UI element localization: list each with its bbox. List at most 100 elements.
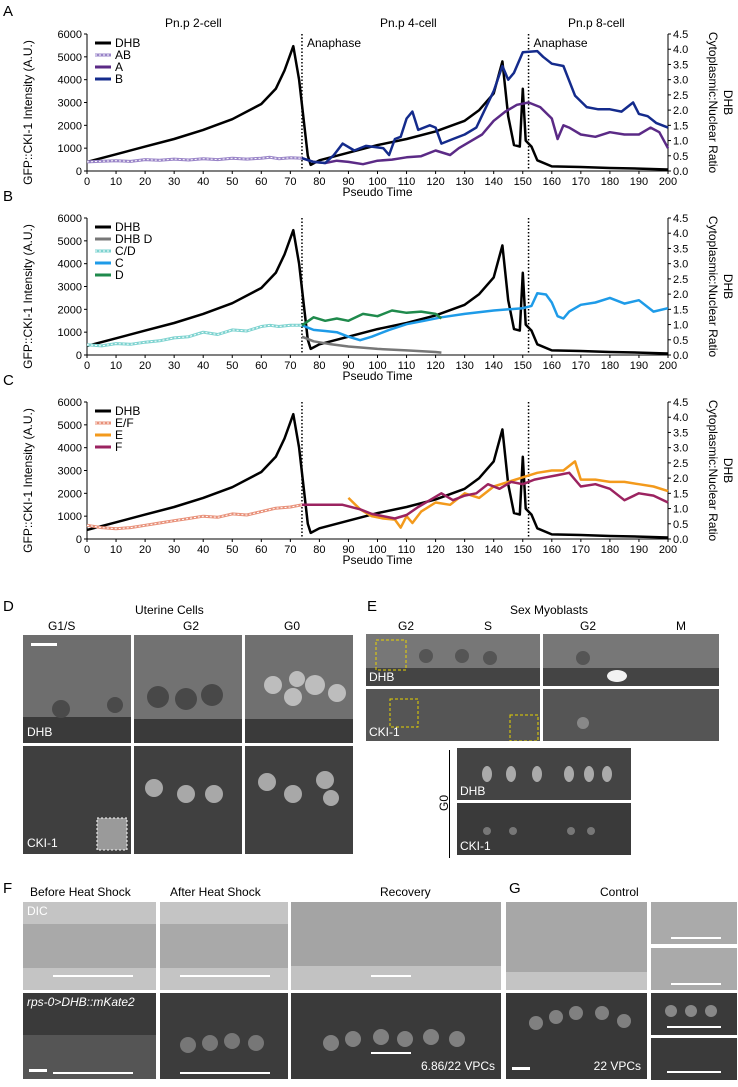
x-tick-label: 20	[139, 544, 151, 556]
y2-tick-label: 3.0	[673, 259, 688, 271]
micrograph-e-g0-cki1: CKI-1	[457, 803, 631, 855]
y-tick-label: 2000	[58, 120, 82, 132]
y2-tick-label: 2.0	[673, 105, 688, 117]
micrograph-label: DIC	[27, 904, 48, 918]
x-tick-label: 60	[255, 544, 267, 556]
y2-tick-label: 1.5	[673, 120, 688, 132]
micrograph-g-inset-2	[651, 948, 737, 990]
stage-label-2cell: Pn.p 2-cell	[165, 16, 222, 30]
y2-tick-label: 3.0	[673, 75, 688, 87]
x-tick-label: 140	[485, 176, 503, 188]
panel-e-title: Sex Myoblasts	[510, 603, 589, 617]
legend-label: C	[115, 256, 124, 270]
x-tick-label: 160	[543, 544, 561, 556]
x-tick-label: 130	[455, 176, 473, 188]
micrograph-label: CKI-1	[369, 725, 400, 739]
y-tick-label: 6000	[58, 30, 82, 41]
y-tick-label: 6000	[58, 214, 82, 225]
y2-tick-label: 0.5	[673, 519, 688, 531]
series-line-dhb	[86, 412, 669, 539]
y2-tick-label: 4.5	[673, 398, 688, 409]
x-tick-label: 20	[139, 176, 151, 188]
vpc-count: 6.86/22 VPCs	[420, 1059, 495, 1073]
micrograph-f-dic-before: DIC	[23, 902, 156, 990]
y-tick-label: 0	[76, 166, 82, 178]
micrograph-f-dhb-before: rps-0>DHB::mKate2	[23, 993, 156, 1079]
x-tick-label: 160	[543, 176, 561, 188]
panel-letter-d: D	[3, 598, 14, 615]
y2-tick-label: 3.5	[673, 59, 688, 71]
y2-tick-label: 2.0	[673, 289, 688, 301]
y2-tick-label: 3.5	[673, 243, 688, 255]
x-tick-label: 140	[485, 544, 503, 556]
y-tick-label: 3000	[58, 98, 82, 110]
micrograph-label: DHB	[460, 784, 486, 798]
micrograph-label: CKI-1	[460, 839, 491, 853]
y-tick-label: 1000	[58, 327, 82, 339]
y2-tick-label: 1.5	[673, 304, 688, 316]
panel-e-col-s: S	[484, 619, 493, 633]
micrograph-g-dhb: 22 VPCs	[506, 993, 647, 1079]
y2-tick-label: 2.0	[673, 473, 688, 485]
x-tick-label: 90	[342, 360, 354, 372]
micrograph-d-cki1-g2	[134, 746, 242, 854]
y2-tick-label: 4.0	[673, 412, 688, 424]
y2-tick-label: 0.5	[673, 151, 688, 163]
x-tick-label: 0	[84, 360, 90, 372]
x-tick-label: 170	[572, 176, 590, 188]
legend-label: DHB	[115, 404, 140, 418]
y2-tick-label: 4.5	[673, 214, 688, 225]
y-tick-label: 1000	[58, 511, 82, 523]
x-tick-label: 50	[226, 544, 238, 556]
y2-tick-label: 0.0	[673, 534, 688, 546]
micrograph-label: rps-0>DHB::mKate2	[27, 995, 135, 1009]
micrograph-g-inset-3	[651, 993, 737, 1035]
x-tick-label: 100	[368, 544, 386, 556]
panel-letter-a: A	[3, 3, 14, 20]
x-tick-label: 190	[630, 360, 648, 372]
y-axis-label: GFP::CKI-1 Intensity (A.U.)	[21, 40, 35, 185]
x-tick-label: 120	[426, 544, 444, 556]
y2-tick-label: 2.5	[673, 458, 688, 470]
panel-letter-e: E	[367, 598, 378, 615]
panel-letter-c: C	[3, 372, 14, 389]
x-tick-label: 0	[84, 176, 90, 188]
y2-tick-label: 1.5	[673, 488, 688, 500]
chart-b: 0 10 20 30 40 50 60 70 80 90 100 110 120 130 140 150 160…	[21, 214, 735, 383]
x-tick-label: 60	[255, 360, 267, 372]
chart-c: 0 10 20 30 40 50 60 70 80 90 100 110 120 130 140 150 160…	[21, 398, 735, 567]
x-tick-label: 130	[455, 544, 473, 556]
panel-e-col-g2b: G2	[580, 619, 597, 633]
x-tick-label: 30	[168, 544, 180, 556]
y-tick-label: 0	[76, 534, 82, 546]
anaphase-label: Anaphase	[307, 36, 361, 50]
panel-letter-g: G	[509, 880, 521, 897]
x-axis-label: Pseudo Time	[342, 553, 412, 567]
x-tick-label: 20	[139, 360, 151, 372]
x-tick-label: 150	[514, 360, 532, 372]
micrograph-f-dic-recovery	[291, 902, 501, 990]
series-line-a	[301, 101, 670, 166]
series-line-dash	[86, 324, 302, 347]
y2-tick-label: 3.5	[673, 427, 688, 439]
scale-bar	[31, 643, 57, 646]
stage-label-8cell: Pn.p 8-cell	[568, 16, 625, 30]
series-line-d	[301, 309, 443, 327]
x-tick-label: 200	[659, 360, 677, 372]
stage-label-4cell: Pn.p 4-cell	[380, 16, 437, 30]
x-tick-label: 50	[226, 360, 238, 372]
x-tick-label: 190	[630, 544, 648, 556]
legend-label: C/D	[115, 244, 136, 258]
series-line-dash	[86, 156, 303, 163]
series-line-ef	[86, 503, 303, 531]
x-tick-label: 160	[543, 360, 561, 372]
y2-tick-label: 2.5	[673, 90, 688, 102]
x-tick-label: 140	[485, 360, 503, 372]
x-tick-label: 110	[398, 360, 416, 372]
x-tick-label: 100	[368, 176, 386, 188]
y2-tick-label: 0.5	[673, 335, 688, 347]
x-tick-label: 70	[284, 360, 296, 372]
x-tick-label: 70	[284, 176, 296, 188]
y2-tick-label: 4.5	[673, 30, 688, 41]
y-tick-label: 2000	[58, 304, 82, 316]
